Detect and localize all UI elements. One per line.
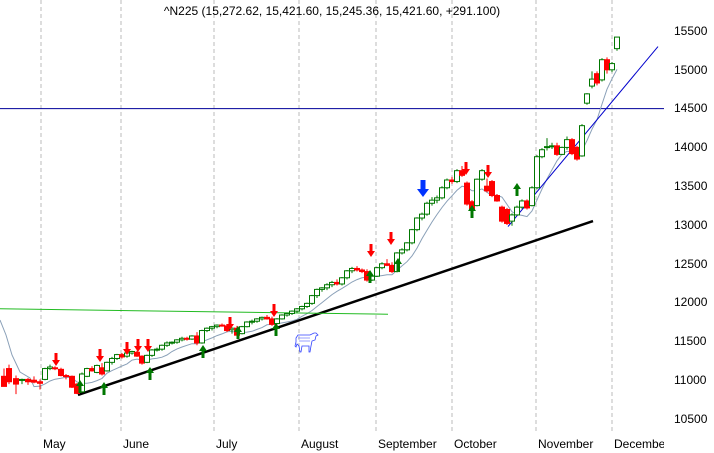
x-month-label: November: [538, 437, 594, 451]
chart-title: ^N225 (15,272.62, 15,421.60, 15,245.36, …: [163, 4, 501, 18]
month-gridlines: [40, 0, 613, 433]
y-tick-label: 11500: [674, 334, 707, 348]
y-tick-label: 12000: [674, 295, 708, 309]
y-tick-label: 12500: [674, 257, 708, 271]
y-tick-label: 14000: [674, 140, 708, 154]
x-month-label: July: [216, 437, 238, 451]
y-tick-label: 10500: [674, 412, 708, 426]
candles: [1, 36, 620, 395]
y-tick-label: 15500: [674, 24, 708, 38]
x-month-label: May: [43, 437, 66, 451]
signal-arrows: [52, 162, 521, 395]
y-tick-label: 13000: [674, 218, 708, 232]
y-tick-label: 11000: [674, 373, 707, 387]
moving-average-line: [0, 69, 618, 388]
x-month-label: August: [301, 437, 339, 451]
bull-icon: [294, 332, 319, 353]
x-month-label: October: [454, 437, 497, 451]
y-tick-label: 15000: [674, 63, 708, 77]
x-month-label: June: [123, 437, 150, 451]
x-month-label: December: [614, 438, 664, 451]
x-month-label: September: [378, 437, 437, 451]
trend-lines[interactable]: [0, 46, 659, 397]
y-tick-label: 13500: [674, 179, 708, 193]
y-tick-label: 14500: [674, 101, 708, 115]
